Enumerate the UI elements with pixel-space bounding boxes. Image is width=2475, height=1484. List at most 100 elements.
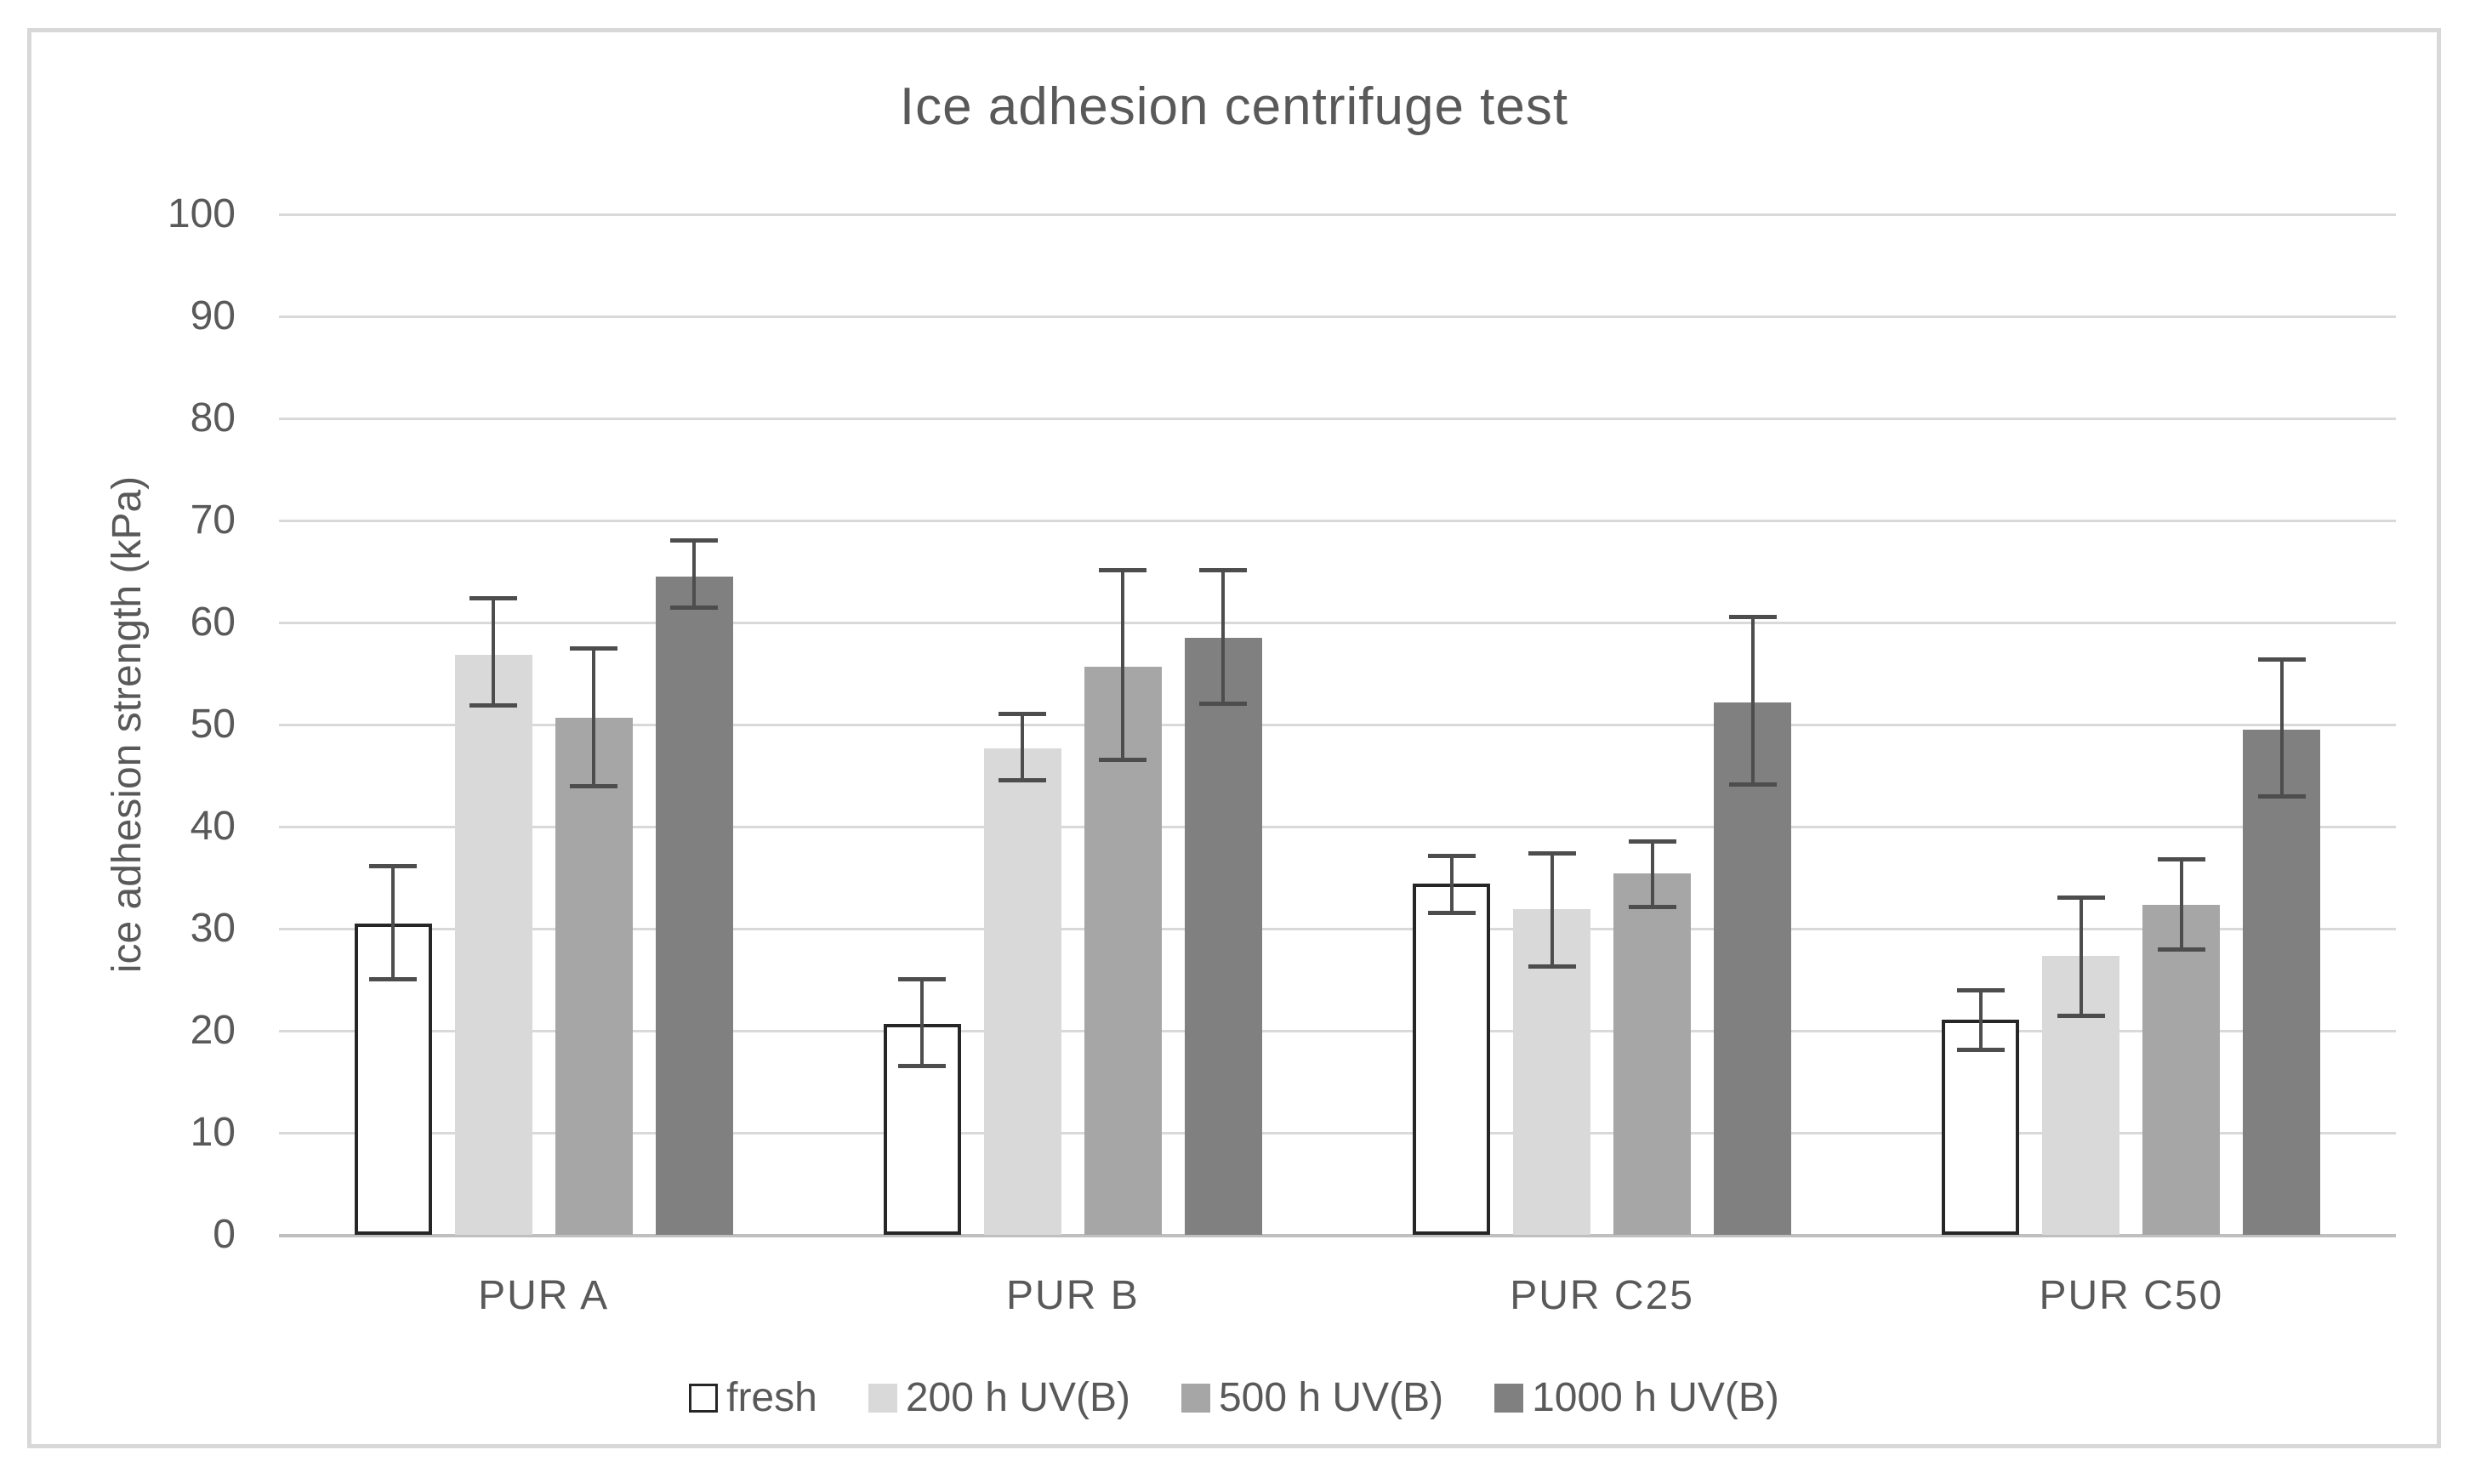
- error-bar-whisker: [692, 539, 697, 607]
- category-label: PUR B: [1006, 1273, 1140, 1318]
- legend: fresh 200 h UV(B) 500 h UV(B) 1000 h UV(B): [31, 1374, 2437, 1421]
- error-bar-cap: [469, 703, 518, 708]
- error-bar-whisker: [592, 648, 596, 786]
- category-label: PUR C25: [1510, 1273, 1694, 1318]
- gridline: [279, 417, 2396, 420]
- error-bar-whisker: [1550, 853, 1554, 967]
- error-bar-cap: [570, 784, 618, 788]
- y-tick-label: 100: [167, 191, 236, 236]
- error-bar-cap: [1199, 567, 1248, 572]
- y-tick-label: 40: [190, 804, 236, 849]
- gridline: [279, 621, 2396, 624]
- error-bar-cap: [898, 1063, 947, 1068]
- legend-swatch: [1494, 1383, 1524, 1413]
- legend-swatch: [1181, 1383, 1210, 1413]
- bar: [1413, 884, 1491, 1235]
- bar: [2142, 905, 2221, 1235]
- error-bar-whisker: [920, 978, 925, 1066]
- gridline: [279, 315, 2396, 318]
- bar: [1184, 638, 1262, 1235]
- error-bar-cap: [1956, 988, 2005, 992]
- error-bar-cap: [1528, 851, 1576, 856]
- gridline: [279, 825, 2396, 828]
- error-bar-whisker: [1750, 616, 1755, 784]
- legend-item: 200 h UV(B): [868, 1374, 1130, 1421]
- error-bar-cap: [1099, 567, 1147, 572]
- error-bar-whisker: [1021, 713, 1025, 780]
- bar: [1714, 702, 1792, 1235]
- error-bar-cap: [2157, 947, 2205, 952]
- error-bar-cap: [1728, 614, 1777, 619]
- error-bar-whisker: [1650, 840, 1654, 907]
- y-tick-label: 20: [190, 1008, 236, 1053]
- bar: [983, 748, 1061, 1235]
- error-bar-whisker: [1978, 990, 1983, 1049]
- error-bar-cap: [1956, 1047, 2005, 1052]
- error-bar-cap: [670, 537, 719, 543]
- error-bar-cap: [2257, 794, 2306, 799]
- error-bar-cap: [2057, 1014, 2105, 1018]
- error-bar-cap: [999, 777, 1047, 782]
- error-bar-whisker: [391, 865, 395, 979]
- error-bar-cap: [2157, 857, 2205, 862]
- legend-item: 500 h UV(B): [1181, 1374, 1443, 1421]
- error-bar-cap: [369, 863, 418, 868]
- plot-area: [279, 213, 2396, 1237]
- bar: [655, 577, 733, 1235]
- legend-swatch: [868, 1383, 897, 1413]
- error-bar-cap: [999, 711, 1047, 716]
- error-bar-cap: [1427, 853, 1476, 858]
- gridline: [279, 1131, 2396, 1134]
- error-bar-cap: [369, 976, 418, 981]
- x-axis-line: [279, 1234, 2396, 1237]
- y-tick-label: 70: [190, 498, 236, 543]
- y-tick-label: 50: [190, 702, 236, 747]
- error-bar-cap: [1427, 910, 1476, 915]
- bar: [883, 1023, 961, 1235]
- category-label: PUR A: [478, 1273, 610, 1318]
- gridline: [279, 927, 2396, 930]
- error-bar-whisker: [1121, 569, 1125, 759]
- error-bar-whisker: [492, 598, 496, 706]
- error-bar-whisker: [2079, 896, 2083, 1015]
- error-bar-whisker: [2179, 859, 2183, 949]
- y-tick-label: 0: [213, 1212, 236, 1257]
- gridline: [279, 723, 2396, 726]
- legend-label: 200 h UV(B): [905, 1375, 1130, 1420]
- legend-swatch: [689, 1383, 719, 1413]
- error-bar-cap: [1628, 904, 1676, 909]
- y-tick-label: 60: [190, 600, 236, 645]
- legend-item: fresh: [689, 1374, 817, 1421]
- bar: [2243, 730, 2321, 1235]
- bar: [555, 717, 633, 1235]
- legend-label: 1000 h UV(B): [1532, 1375, 1779, 1420]
- error-bar-cap: [2257, 657, 2306, 662]
- chart-frame: Ice adhesion centrifuge test ice adhesio…: [27, 28, 2441, 1448]
- gridline: [279, 519, 2396, 522]
- error-bar-cap: [898, 976, 947, 981]
- y-tick-label: 90: [190, 293, 236, 338]
- error-bar-cap: [469, 596, 518, 601]
- error-bar-cap: [1728, 782, 1777, 787]
- error-bar-cap: [1199, 701, 1248, 706]
- gridline: [279, 1029, 2396, 1032]
- category-label: PUR C50: [2039, 1273, 2224, 1318]
- error-bar-cap: [2057, 895, 2105, 900]
- error-bar-cap: [670, 606, 719, 610]
- error-bar-whisker: [2279, 659, 2284, 796]
- error-bar-cap: [1528, 964, 1576, 969]
- y-tick-label: 10: [190, 1110, 236, 1155]
- gridline: [279, 213, 2396, 216]
- legend-label: 500 h UV(B): [1218, 1375, 1444, 1420]
- legend-item: 1000 h UV(B): [1494, 1374, 1779, 1421]
- error-bar-whisker: [1449, 855, 1454, 913]
- y-tick-label: 80: [190, 395, 236, 441]
- error-bar-cap: [1628, 839, 1676, 844]
- error-bar-cap: [570, 646, 618, 651]
- bar: [454, 655, 532, 1235]
- bar: [1942, 1019, 2020, 1235]
- y-tick-label: 30: [190, 906, 236, 951]
- chart-title: Ice adhesion centrifuge test: [899, 77, 1569, 136]
- bar: [1613, 873, 1692, 1235]
